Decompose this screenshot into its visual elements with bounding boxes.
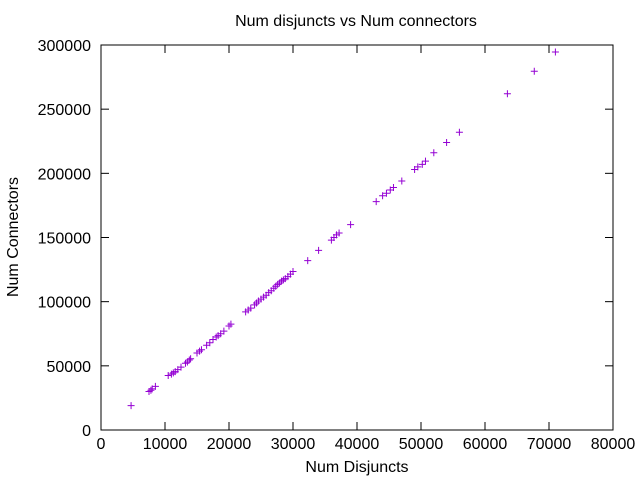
data-point-plus-marker bbox=[187, 355, 195, 363]
data-point-plus-marker bbox=[127, 402, 135, 410]
data-point-plus-marker bbox=[389, 183, 397, 191]
data-point-plus-marker bbox=[253, 299, 261, 307]
data-point-plus-marker bbox=[335, 229, 343, 237]
x-tick-label: 40000 bbox=[335, 436, 380, 453]
data-point-plus-marker bbox=[289, 268, 297, 276]
y-axis-label: Num Connectors bbox=[5, 177, 22, 297]
data-point-plus-marker bbox=[372, 198, 380, 206]
data-point-plus-marker bbox=[551, 48, 559, 56]
data-point-plus-marker bbox=[227, 320, 235, 328]
y-tick-label: 300000 bbox=[38, 38, 91, 55]
y-tick-label: 150000 bbox=[38, 231, 91, 248]
x-tick-label: 10000 bbox=[143, 436, 188, 453]
data-point-plus-marker bbox=[274, 280, 282, 288]
data-point-plus-marker bbox=[347, 221, 355, 229]
data-point-plus-marker bbox=[220, 327, 228, 335]
data-point-plus-marker bbox=[206, 339, 214, 347]
data-point-plus-marker bbox=[414, 163, 422, 171]
data-point-plus-marker bbox=[276, 279, 284, 287]
data-point-plus-marker bbox=[503, 90, 511, 98]
data-point-plus-marker bbox=[177, 363, 185, 371]
data-point-plus-marker bbox=[185, 356, 193, 364]
data-series bbox=[127, 48, 559, 410]
x-tick-label: 50000 bbox=[399, 436, 444, 453]
data-point-plus-marker bbox=[151, 382, 159, 390]
data-point-plus-marker bbox=[430, 149, 438, 157]
x-tick-label: 80000 bbox=[591, 436, 636, 453]
data-point-plus-marker bbox=[418, 160, 426, 168]
data-point-plus-marker bbox=[225, 322, 233, 330]
data-point-plus-marker bbox=[279, 276, 287, 284]
x-tick-label: 70000 bbox=[527, 436, 572, 453]
data-point-plus-marker bbox=[197, 346, 205, 354]
data-point-plus-marker bbox=[315, 246, 323, 254]
data-point-plus-marker bbox=[382, 189, 390, 197]
data-point-plus-marker bbox=[147, 386, 155, 394]
x-tick-label: 20000 bbox=[207, 436, 252, 453]
data-point-plus-marker bbox=[398, 177, 406, 185]
data-point-plus-marker bbox=[251, 301, 259, 309]
data-point-plus-marker bbox=[247, 304, 255, 312]
data-point-plus-marker bbox=[164, 371, 172, 379]
data-point-plus-marker bbox=[455, 128, 463, 136]
data-point-plus-marker bbox=[181, 359, 189, 367]
y-tick-label: 50000 bbox=[47, 359, 92, 376]
data-point-plus-marker bbox=[421, 157, 429, 165]
y-tick-label: 250000 bbox=[38, 102, 91, 119]
x-tick-label: 60000 bbox=[463, 436, 508, 453]
y-tick-label: 0 bbox=[82, 423, 91, 440]
y-axis: 0 50000 100000 150000 200000 250000 300000 bbox=[38, 38, 613, 440]
x-axis: 0 10000 20000 30000 40000 50000 60000 70000 8000… bbox=[97, 45, 636, 453]
x-tick-label: 30000 bbox=[271, 436, 316, 453]
data-point-plus-marker bbox=[272, 282, 280, 290]
data-point-plus-marker bbox=[379, 192, 387, 200]
y-tick-label: 100000 bbox=[38, 295, 91, 312]
x-axis-label: Num Disjuncts bbox=[305, 459, 408, 476]
chart-title: Num disjuncts vs Num connectors bbox=[235, 13, 477, 30]
x-tick-label: 0 bbox=[97, 436, 106, 453]
data-point-plus-marker bbox=[530, 67, 538, 75]
data-point-plus-marker bbox=[443, 139, 451, 147]
data-point-plus-marker bbox=[304, 257, 312, 265]
y-tick-label: 200000 bbox=[38, 166, 91, 183]
data-point-plus-marker bbox=[183, 358, 191, 366]
